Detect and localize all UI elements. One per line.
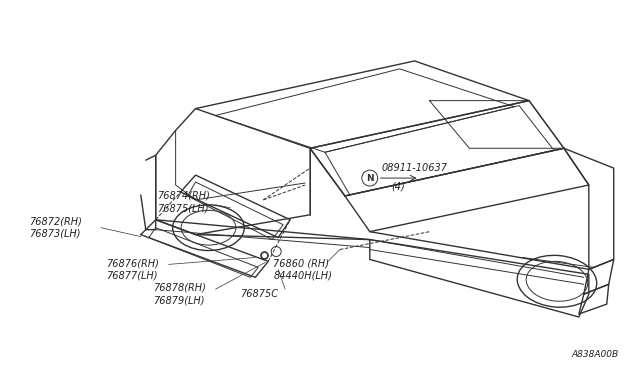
Text: 76860 (RH)
84440H(LH): 76860 (RH) 84440H(LH): [273, 258, 332, 280]
Text: 76874(RH)
76875(LH): 76874(RH) 76875(LH): [157, 191, 209, 213]
Text: A838A00B: A838A00B: [572, 350, 619, 359]
Text: 08911-10637: 08911-10637: [381, 163, 448, 173]
Text: 76878(RH)
76879(LH): 76878(RH) 76879(LH): [153, 283, 205, 305]
Text: N: N: [366, 174, 374, 183]
Text: 76872(RH)
76873(LH): 76872(RH) 76873(LH): [29, 217, 82, 239]
Text: (4): (4): [392, 181, 405, 191]
Text: 76876(RH)
76877(LH): 76876(RH) 76877(LH): [106, 258, 159, 280]
Text: 76875C: 76875C: [241, 289, 278, 299]
